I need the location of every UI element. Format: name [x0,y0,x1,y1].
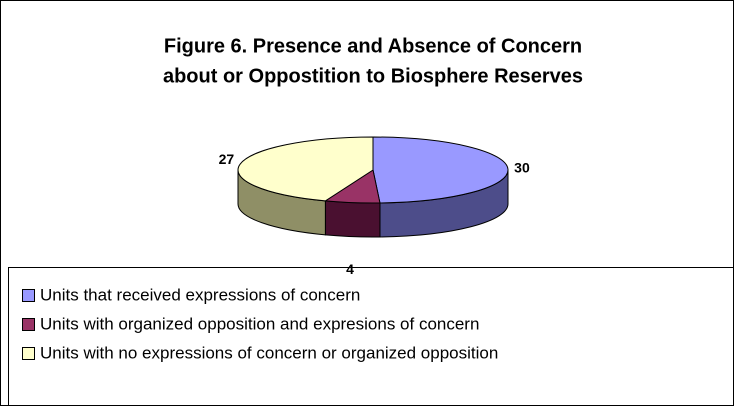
legend-swatch [22,318,35,331]
legend-label: Units with organized opposition and expr… [40,314,479,333]
pie-slice [237,136,374,202]
legend-label: Units with no expressions of concern or … [40,343,498,362]
chart-title: about or Oppostition to Biosphere Reserv… [163,65,583,87]
pie-slice [372,136,509,204]
legend-swatch [22,289,35,302]
data-label: 4 [346,261,354,277]
data-label: 30 [514,159,530,175]
chart-title: Figure 6. Presence and Absence of Concer… [164,35,582,57]
legend-swatch [22,347,35,360]
pie-side [324,200,381,238]
legend-box [8,267,734,406]
legend-label: Units that received expressions of conce… [40,285,360,304]
data-label: 27 [219,151,235,167]
